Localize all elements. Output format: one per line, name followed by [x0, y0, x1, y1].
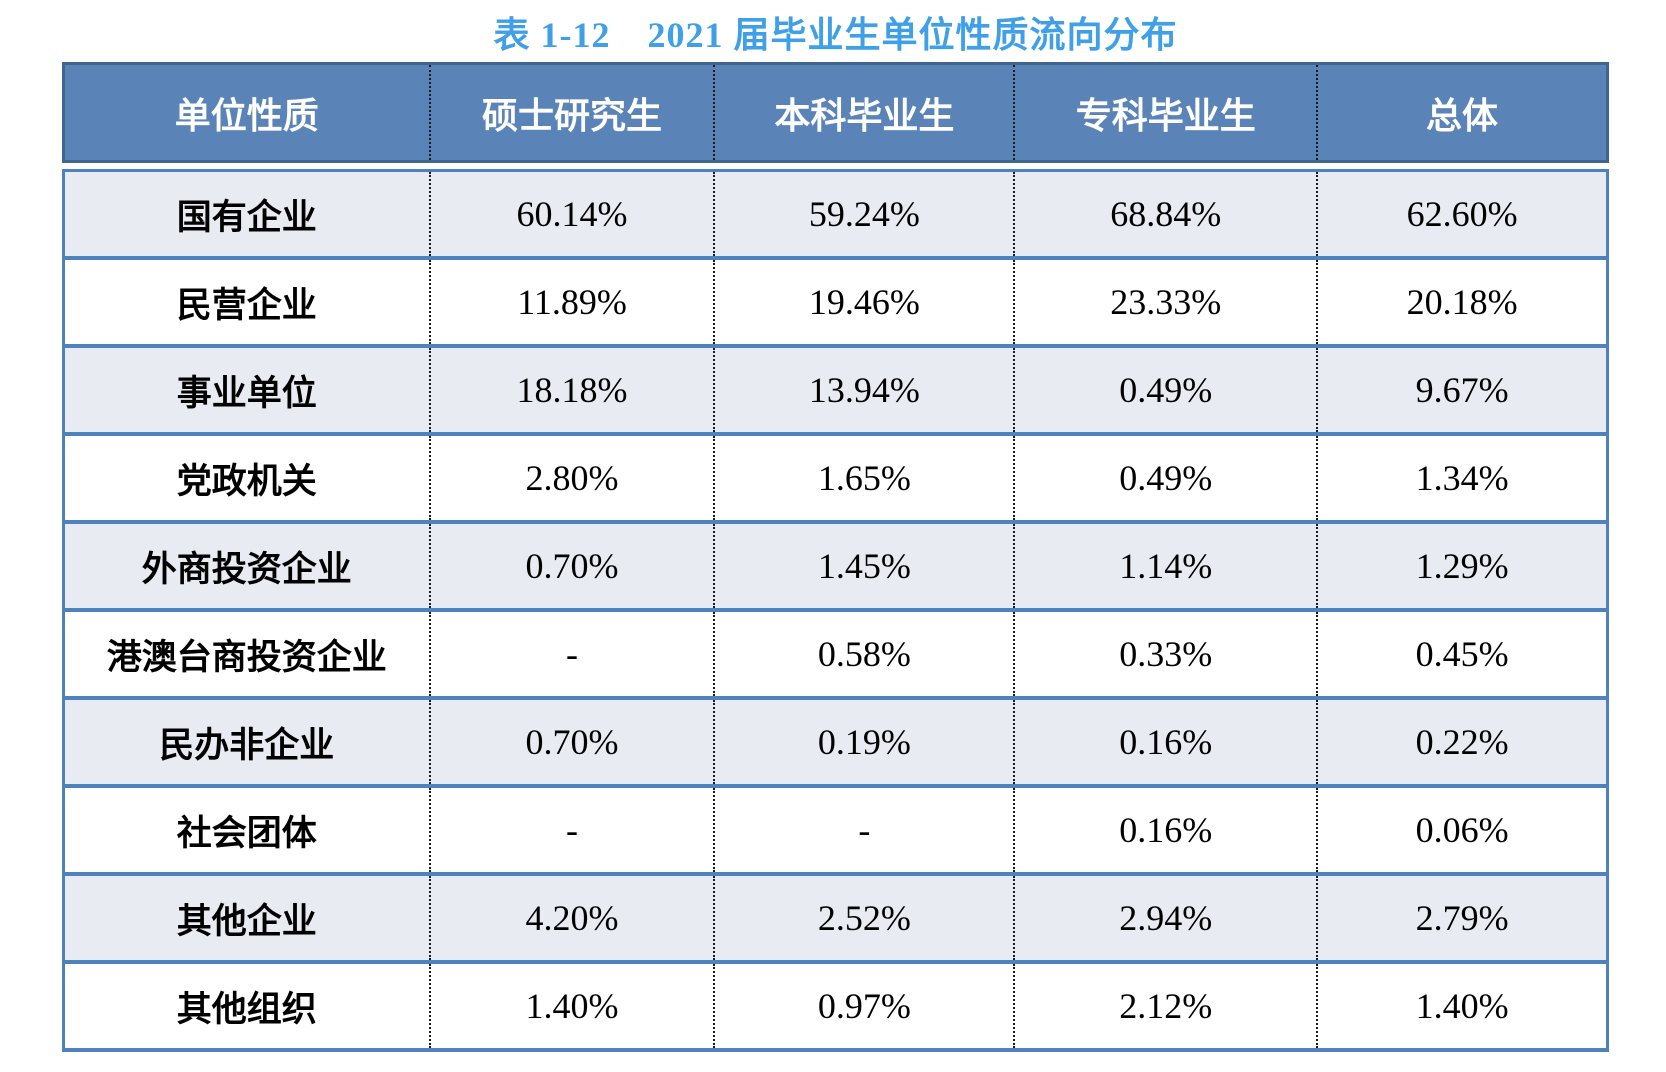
row-label: 民营企业	[176, 285, 317, 325]
value-cell: 0.22%	[1316, 700, 1606, 784]
value-cell: 0.33%	[1013, 612, 1316, 696]
row-label: 国有企业	[176, 197, 317, 237]
table-header-row: 单位性质 硕士研究生 本科毕业生 专科毕业生 总体	[62, 62, 1609, 163]
column-header-undergraduate: 本科毕业生	[713, 65, 1013, 160]
table-row: 民办非企业 0.70% 0.19% 0.16% 0.22%	[65, 696, 1606, 784]
value-cell: 0.70%	[428, 700, 714, 784]
value-cell: 0.58%	[713, 612, 1013, 696]
value-cell: 0.19%	[713, 700, 1013, 784]
value-cell: 18.18%	[428, 348, 714, 432]
value-cell: 0.70%	[428, 524, 714, 608]
table-row: 其他企业 4.20% 2.52% 2.94% 2.79%	[65, 872, 1606, 960]
value-cell: 20.18%	[1316, 260, 1606, 344]
value-cell: -	[428, 612, 714, 696]
value-cell: 1.40%	[428, 964, 714, 1048]
column-header-overall: 总体	[1316, 65, 1606, 160]
value-cell: 0.06%	[1316, 788, 1606, 872]
row-label: 民办非企业	[159, 725, 335, 765]
row-label: 其他组织	[176, 989, 317, 1029]
row-label: 党政机关	[176, 461, 317, 501]
value-cell: 4.20%	[428, 876, 714, 960]
value-cell: -	[713, 788, 1013, 872]
value-cell: 2.79%	[1316, 876, 1606, 960]
table-row: 社会团体 - - 0.16% 0.06%	[65, 784, 1606, 872]
column-header-unit-type: 单位性质	[174, 94, 319, 136]
value-cell: 2.52%	[713, 876, 1013, 960]
row-label: 外商投资企业	[141, 549, 352, 589]
value-cell: 1.65%	[713, 436, 1013, 520]
value-cell: 0.16%	[1013, 700, 1316, 784]
value-cell: 1.40%	[1316, 964, 1606, 1048]
column-header-associate: 专科毕业生	[1013, 65, 1316, 160]
table-row: 事业单位 18.18% 13.94% 0.49% 9.67%	[65, 344, 1606, 432]
value-cell: 0.97%	[713, 964, 1013, 1048]
value-cell: 0.49%	[1013, 348, 1316, 432]
value-cell: 0.45%	[1316, 612, 1606, 696]
value-cell: 1.14%	[1013, 524, 1316, 608]
value-cell: 1.29%	[1316, 524, 1606, 608]
table-row: 港澳台商投资企业 - 0.58% 0.33% 0.45%	[65, 608, 1606, 696]
value-cell: 0.49%	[1013, 436, 1316, 520]
value-cell: -	[428, 788, 714, 872]
value-cell: 2.94%	[1013, 876, 1316, 960]
value-cell: 13.94%	[713, 348, 1013, 432]
value-cell: 2.80%	[428, 436, 714, 520]
value-cell: 2.12%	[1013, 964, 1316, 1048]
value-cell: 59.24%	[713, 172, 1013, 256]
table-row: 外商投资企业 0.70% 1.45% 1.14% 1.29%	[65, 520, 1606, 608]
value-cell: 19.46%	[713, 260, 1013, 344]
header-gap	[62, 163, 1609, 169]
table-body: 国有企业 60.14% 59.24% 68.84% 62.60% 民营企业 11…	[62, 169, 1609, 1052]
row-label: 其他企业	[176, 901, 317, 941]
value-cell: 11.89%	[428, 260, 714, 344]
value-cell: 9.67%	[1316, 348, 1606, 432]
value-cell: 23.33%	[1013, 260, 1316, 344]
row-label: 事业单位	[176, 373, 317, 413]
value-cell: 68.84%	[1013, 172, 1316, 256]
data-table: 单位性质 硕士研究生 本科毕业生 专科毕业生 总体 国有企业 60.14% 59…	[62, 62, 1609, 1052]
table-row: 其他组织 1.40% 0.97% 2.12% 1.40%	[65, 960, 1606, 1048]
row-label: 港澳台商投资企业	[106, 637, 387, 677]
value-cell: 62.60%	[1316, 172, 1606, 256]
value-cell: 1.34%	[1316, 436, 1606, 520]
table-row: 党政机关 2.80% 1.65% 0.49% 1.34%	[65, 432, 1606, 520]
column-header-masters: 硕士研究生	[428, 65, 714, 160]
table-row: 国有企业 60.14% 59.24% 68.84% 62.60%	[65, 172, 1606, 256]
table-title: 表 1-12 2021 届毕业生单位性质流向分布	[493, 15, 1178, 55]
value-cell: 60.14%	[428, 172, 714, 256]
row-label: 社会团体	[176, 813, 317, 853]
table-row: 民营企业 11.89% 19.46% 23.33% 20.18%	[65, 256, 1606, 344]
value-cell: 1.45%	[713, 524, 1013, 608]
value-cell: 0.16%	[1013, 788, 1316, 872]
